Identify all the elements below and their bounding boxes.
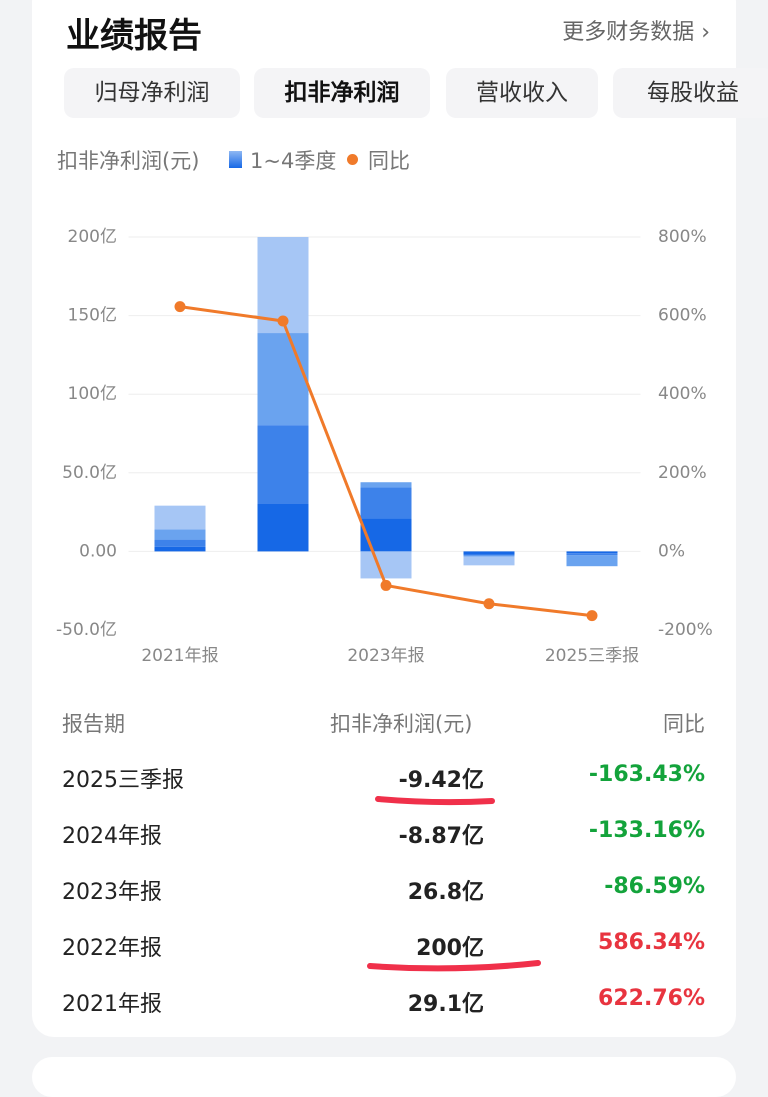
x-tick-label: 2021年报 [141, 646, 218, 666]
y2-tick-label: 0% [658, 541, 685, 561]
period: 2022年报 [62, 936, 162, 961]
line-point [483, 598, 495, 610]
legend-swatch [229, 151, 242, 168]
y-tick-label: 200亿 [68, 227, 117, 247]
yoy: 622.76% [598, 986, 705, 1011]
y-tick-label: -50.0亿 [56, 620, 117, 640]
legend-entry: 1~4季度 [250, 149, 337, 173]
y-tick-label: 0.00 [79, 541, 117, 561]
column-header: 同比 [663, 712, 705, 736]
profit: -8.87亿 [398, 824, 484, 849]
y-tick-label: 100亿 [68, 384, 117, 404]
line-point [174, 301, 186, 313]
legend-swatch [347, 154, 358, 165]
yoy: 586.34% [598, 930, 705, 955]
y2-tick-label: 400% [658, 384, 707, 404]
column-header: 报告期 [62, 712, 125, 736]
tab[interactable]: 每股收益 [613, 68, 768, 118]
x-tick-label: 2025三季报 [545, 646, 639, 666]
yoy: -163.43% [588, 762, 705, 787]
bar-segment [566, 555, 618, 567]
y2-tick-label: 600% [658, 306, 707, 326]
y2-tick-label: 800% [658, 227, 707, 247]
column-header: 扣非净利润(元) [330, 712, 473, 736]
bar-segment [154, 546, 206, 552]
bar-segment [360, 551, 412, 579]
period: 2023年报 [62, 880, 162, 905]
bar-segment [463, 556, 515, 566]
yoy: -86.59% [604, 874, 705, 899]
bar-segment [257, 333, 309, 426]
line-point [380, 579, 392, 591]
bar-segment [257, 503, 309, 552]
bar-segment [360, 487, 412, 519]
bar-segment [463, 555, 515, 557]
bar-segment [360, 482, 412, 488]
x-tick-label: 2023年报 [347, 646, 424, 666]
tab[interactable]: 扣非净利润 [254, 68, 430, 118]
yoy: -133.16% [588, 818, 705, 843]
page: {"header": {"title": "业绩报告", "link": "更多… [32, 0, 768, 1097]
profit: 26.8亿 [407, 880, 484, 905]
tab[interactable]: 营收收入 [446, 68, 598, 118]
line-point [277, 315, 289, 327]
line-point [586, 610, 598, 622]
more-link[interactable]: 更多财务数据 › [562, 20, 710, 45]
title: 业绩报告 [66, 16, 202, 56]
bar-segment [566, 553, 618, 556]
bar-segment [566, 551, 618, 554]
bar-segment [154, 529, 206, 540]
y2-tick-label: 200% [658, 463, 707, 483]
bar-segment [154, 505, 206, 530]
bar-segment [360, 518, 412, 552]
tab[interactable]: 归母净利润 [64, 68, 240, 118]
period: 2021年报 [62, 992, 162, 1017]
bar-segment [257, 425, 309, 504]
y-tick-label: 50.0亿 [62, 463, 117, 483]
chart: -50.0亿 0.00 50.0亿 100亿 150亿 200亿 -200% 0% 200% 40… [56, 227, 713, 666]
profit: 29.1亿 [407, 992, 484, 1017]
bar-segment [463, 551, 515, 555]
y-label: 扣非净利润(元) [57, 149, 200, 173]
profit: 200亿 [416, 936, 484, 961]
bar-segment [154, 539, 206, 547]
profit: -9.42亿 [398, 768, 484, 793]
period: 2025三季报 [62, 768, 184, 793]
card [32, 1057, 736, 1097]
bar-segment [463, 554, 515, 556]
y2-tick-label: -200% [658, 620, 713, 640]
period: 2024年报 [62, 824, 162, 849]
legend-entry: 同比 [368, 149, 410, 173]
y-tick-label: 150亿 [68, 306, 117, 326]
